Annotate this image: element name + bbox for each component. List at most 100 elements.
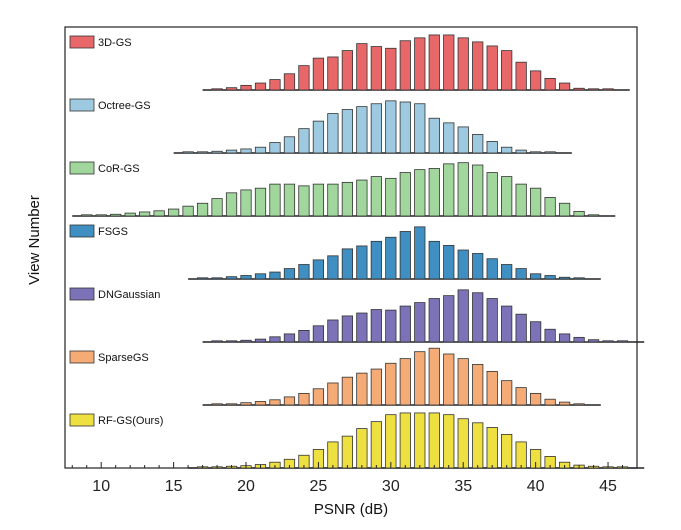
bar (269, 142, 281, 154)
panel-fsgs: FSGS (69, 224, 601, 280)
bar (414, 103, 426, 154)
bar (530, 321, 542, 343)
bar (269, 79, 281, 91)
bar (486, 45, 498, 91)
x-tick-label: 15 (165, 478, 183, 495)
bar (515, 149, 527, 154)
bar (182, 151, 194, 154)
panels: 3D-GS Octree-GS CoR-GS FSGS DNGaussian Sparse… (69, 34, 645, 469)
bar (457, 37, 469, 91)
bar (558, 276, 571, 280)
bar (457, 249, 469, 280)
bar (587, 88, 600, 91)
bar (443, 244, 455, 280)
bar (196, 277, 209, 280)
bar (544, 151, 556, 154)
bar (472, 41, 484, 91)
bar (283, 136, 296, 154)
bar (616, 340, 629, 343)
bar (240, 402, 252, 406)
bar (283, 183, 296, 217)
bar (269, 336, 281, 343)
bar (558, 82, 571, 91)
y-axis-title: View Number (26, 195, 43, 285)
bar (472, 253, 484, 280)
bar (501, 146, 513, 154)
bar (587, 214, 600, 217)
bar (587, 339, 600, 343)
bar (298, 330, 310, 343)
legend-swatch (69, 98, 95, 112)
bar (298, 264, 310, 280)
bar (254, 187, 267, 217)
bar (573, 210, 585, 217)
bar (544, 197, 556, 217)
x-tick-label: 25 (310, 478, 328, 495)
bar (457, 162, 469, 217)
bar (327, 441, 339, 469)
bar (399, 305, 411, 343)
legend-swatch (69, 287, 95, 301)
bar (530, 151, 542, 154)
bar (443, 122, 455, 154)
bar (240, 148, 252, 154)
bar (269, 271, 281, 280)
x-axis: 10 15 20 25 30 35 40 45 (71, 462, 638, 495)
bar (501, 433, 513, 469)
bar (370, 103, 382, 154)
bar (356, 428, 368, 469)
x-tick-label: 30 (382, 478, 400, 495)
bar (167, 208, 180, 217)
x-tick-label: 20 (237, 478, 255, 495)
bar (327, 183, 339, 217)
x-axis-title: PSNR (dB) (314, 501, 388, 518)
bar (486, 141, 498, 154)
bar (573, 87, 585, 91)
bar (428, 347, 440, 406)
panel-octree-gs: Octree-GS (69, 98, 572, 154)
bar (327, 113, 339, 154)
legend-swatch (69, 413, 95, 427)
bar (356, 106, 368, 154)
bar (196, 151, 209, 154)
x-tick-label: 10 (92, 478, 110, 495)
bar (414, 37, 426, 91)
bar (544, 78, 556, 91)
bar (240, 275, 252, 280)
bar (399, 101, 411, 154)
bar (501, 50, 513, 91)
bar (530, 187, 542, 217)
bar (515, 387, 527, 406)
bar (283, 396, 296, 406)
bar (399, 172, 411, 217)
bar (385, 236, 397, 280)
bar (153, 210, 165, 217)
bar (254, 273, 267, 280)
bar (312, 120, 325, 154)
bar (573, 403, 585, 406)
bar (341, 376, 353, 406)
bar (573, 277, 585, 280)
legend-swatch (69, 350, 95, 364)
bar (327, 56, 339, 91)
bar (602, 340, 614, 343)
bar (327, 255, 339, 280)
bar (370, 176, 382, 217)
bar (602, 88, 614, 91)
bar (544, 275, 556, 280)
bar (341, 248, 353, 280)
bar (530, 273, 542, 280)
bar (558, 333, 571, 343)
legend-label: Octree-GS (98, 100, 151, 112)
bar (385, 177, 397, 217)
bar (385, 362, 397, 406)
bar (501, 305, 513, 343)
bar (501, 264, 513, 280)
bar (428, 168, 440, 217)
bar (515, 61, 527, 91)
bar (385, 414, 397, 469)
bar (530, 393, 542, 406)
bar (283, 268, 296, 280)
bar (457, 126, 469, 154)
bar (298, 128, 310, 154)
